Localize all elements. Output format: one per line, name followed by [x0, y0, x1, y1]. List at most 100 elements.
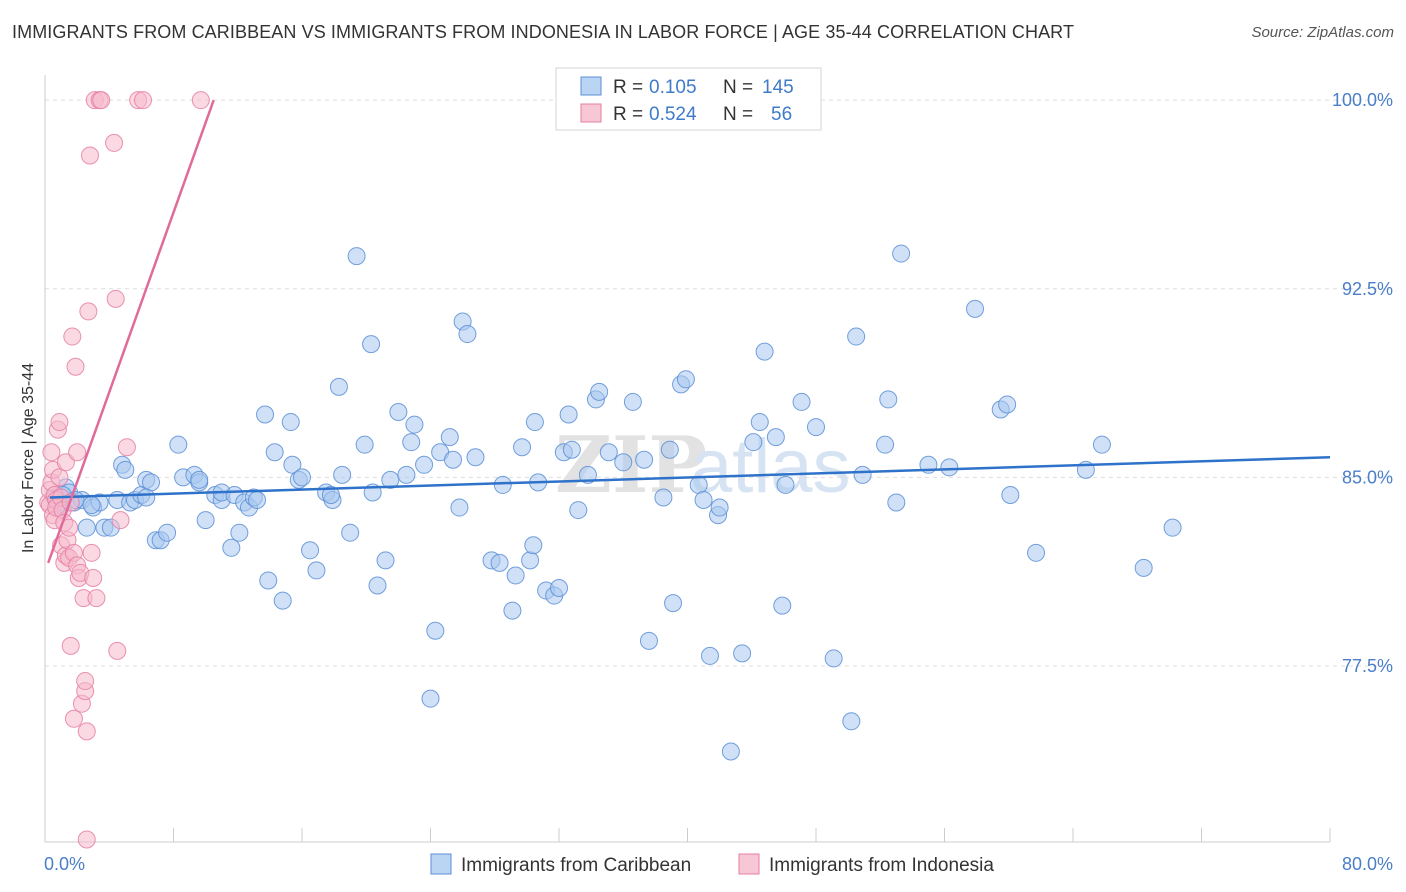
caribbean-point — [847, 327, 866, 346]
caribbean-point — [733, 644, 752, 663]
caribbean-point — [440, 428, 459, 447]
indonesia-point — [77, 830, 96, 849]
caribbean-point — [466, 448, 485, 467]
indonesia-point — [106, 289, 125, 308]
legend-swatch-indonesia — [738, 853, 760, 875]
indonesia-point — [80, 146, 99, 165]
caribbean-point — [142, 473, 161, 492]
caribbean-point — [676, 370, 695, 389]
indonesia-point — [63, 327, 82, 346]
caribbean-point — [689, 475, 708, 494]
caribbean-point — [940, 458, 959, 477]
caribbean-point — [355, 435, 374, 454]
caribbean-point — [230, 523, 249, 542]
caribbean-point — [293, 468, 311, 487]
y-tick-label: 77.5% — [1342, 656, 1393, 676]
caribbean-point — [1001, 485, 1020, 504]
caribbean-point — [773, 596, 792, 615]
indonesia-point — [92, 91, 111, 110]
caribbean-point — [190, 470, 209, 489]
indonesia-point — [76, 672, 95, 691]
indonesia-point — [56, 453, 75, 472]
indonesia-point — [105, 133, 124, 152]
indonesia-point — [191, 91, 210, 110]
caribbean-point — [503, 601, 522, 620]
caribbean-point — [710, 498, 729, 517]
watermark: ZIP atlas — [555, 420, 851, 511]
caribbean-point — [281, 413, 300, 432]
indonesia-point — [50, 413, 69, 432]
indonesia-point — [82, 543, 101, 562]
caribbean-point — [196, 511, 215, 530]
caribbean-point — [1163, 518, 1182, 537]
caribbean-point — [660, 440, 679, 459]
caribbean-point — [824, 649, 843, 668]
caribbean-point — [694, 491, 713, 510]
x-tick-label: 0.0% — [44, 854, 85, 874]
series-legend: Immigrants from Caribbean Immigrants fro… — [430, 853, 994, 876]
caribbean-point — [307, 561, 326, 580]
caribbean-point — [879, 390, 898, 409]
caribbean-point — [321, 485, 340, 504]
y-tick-label: 85.0% — [1342, 467, 1393, 487]
caribbean-point — [998, 395, 1017, 414]
indonesia-point — [87, 589, 106, 608]
caribbean-point — [550, 579, 568, 598]
legend-swatch-caribbean — [580, 76, 602, 96]
legend-label-indonesia: Immigrants from Indonesia — [769, 855, 994, 876]
caribbean-point — [405, 415, 424, 434]
legend-n-label: N = — [723, 77, 753, 98]
chart-title: IMMIGRANTS FROM CARIBBEAN VS IMMIGRANTS … — [12, 22, 1075, 42]
caribbean-point — [265, 443, 284, 462]
caribbean-point — [569, 501, 588, 520]
indonesia-point — [108, 641, 127, 660]
indonesia-point — [61, 636, 80, 655]
caribbean-point — [493, 475, 512, 494]
x-tick-labels: 0.0% 80.0% — [44, 854, 1393, 874]
caribbean-point — [1092, 435, 1111, 454]
caribbean-point — [415, 455, 434, 474]
caribbean-point — [635, 450, 654, 469]
legend-n-value-indonesia: 56 — [771, 104, 792, 125]
caribbean-trend-line — [49, 456, 1331, 499]
stats-legend: R = 0.105 N = 145 R = 0.524 N = 56 — [555, 67, 822, 131]
caribbean-point — [506, 566, 525, 585]
indonesia-point — [50, 468, 69, 487]
caribbean-point — [513, 438, 532, 457]
indonesia-point — [79, 302, 98, 321]
caribbean-point — [721, 742, 740, 761]
caribbean-point — [792, 392, 811, 411]
indonesia-point — [42, 443, 61, 462]
indonesia-point — [64, 709, 83, 728]
caribbean-point — [664, 594, 683, 613]
caribbean-point — [755, 342, 774, 361]
trend-lines — [47, 99, 1331, 564]
caribbean-point — [876, 435, 895, 454]
caribbean-point — [590, 382, 609, 401]
caribbean-point — [82, 496, 101, 515]
legend-label-caribbean: Immigrants from Caribbean — [461, 855, 691, 876]
caribbean-point — [158, 523, 177, 542]
caribbean-point — [329, 377, 348, 396]
indonesia-point — [68, 443, 87, 462]
y-tick-label: 100.0% — [1332, 90, 1393, 110]
y-tick-labels: 77.5% 85.0% 92.5% 100.0% — [1332, 90, 1393, 676]
caribbean-point — [525, 413, 544, 432]
caribbean-point — [426, 621, 445, 640]
gridlines — [45, 99, 1390, 667]
caribbean-point — [750, 413, 769, 432]
caribbean-point — [273, 591, 292, 610]
y-tick-label: 92.5% — [1342, 279, 1393, 299]
caribbean-point — [559, 405, 578, 424]
caribbean-point — [301, 541, 320, 560]
legend-r-label: R = — [613, 104, 643, 125]
caribbean-point — [341, 523, 360, 542]
caribbean-point — [842, 712, 861, 731]
source-label: Source: ZipAtlas.com — [1251, 24, 1394, 41]
legend-r-value-indonesia: 0.524 — [649, 104, 697, 125]
indonesia-point — [77, 722, 96, 741]
caribbean-point — [169, 435, 188, 454]
indonesia-point — [111, 511, 130, 530]
legend-r-label: R = — [613, 77, 643, 98]
caribbean-point — [744, 433, 763, 452]
